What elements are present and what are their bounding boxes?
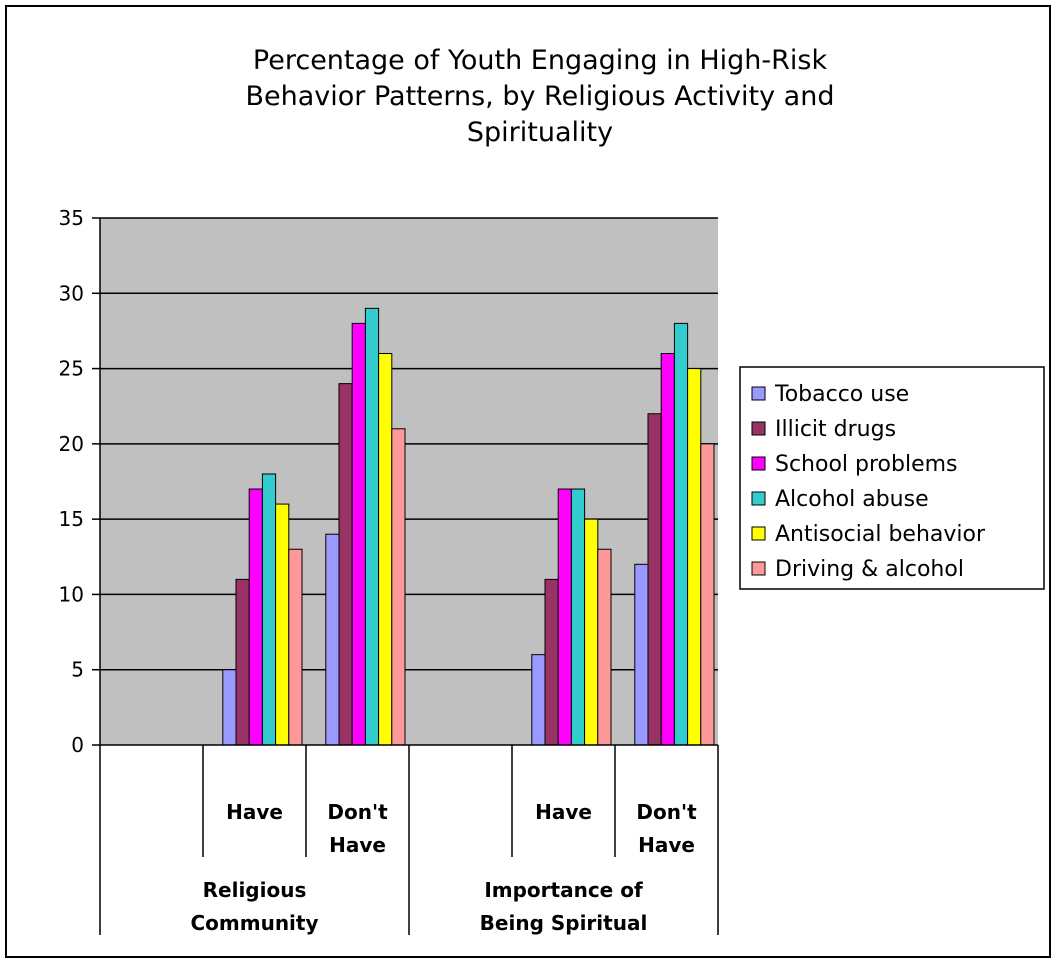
group-label: Importance of: [484, 878, 643, 902]
category-label: Have: [329, 833, 386, 857]
bar-driving-alcohol: [391, 428, 406, 746]
bar-tobacco-use: [634, 563, 649, 746]
bar-antisocial-behavior: [584, 518, 599, 746]
bar-antisocial-behavior: [687, 368, 702, 746]
bar-alcohol-abuse: [261, 473, 277, 746]
bar-school-problems: [557, 488, 572, 746]
legend-swatch: [751, 456, 766, 471]
chart-title-line: Behavior Patterns, by Religious Activity…: [246, 81, 835, 112]
chart-title-line: Percentage of Youth Engaging in High-Ris…: [253, 45, 828, 76]
bar-alcohol-abuse: [570, 488, 586, 746]
category-label: Don't: [636, 800, 697, 824]
legend-label: Driving & alcohol: [775, 557, 964, 582]
bar-driving-alcohol: [597, 548, 612, 746]
y-tick-labels: 0 5 10 15 20 25 30 35: [59, 206, 84, 757]
bar-alcohol-abuse: [673, 322, 689, 746]
bar-illicit-drugs: [338, 383, 353, 746]
group-label: Being Spiritual: [480, 911, 648, 935]
y-tick-label: 35: [59, 206, 84, 230]
y-tick-label: 5: [71, 658, 84, 682]
category-label: Don't: [327, 800, 388, 824]
y-tick-label: 15: [59, 507, 84, 531]
group-label: Religious: [203, 878, 307, 902]
bars: [222, 307, 715, 746]
bar-illicit-drugs: [544, 578, 559, 746]
bar-tobacco-use: [531, 654, 546, 746]
y-tick-label: 10: [59, 582, 84, 606]
chart-title-line: Spirituality: [467, 117, 613, 148]
legend-swatch: [751, 491, 766, 506]
bar-tobacco-use: [222, 669, 237, 746]
legend-box: [739, 366, 1045, 590]
category-label: Have: [535, 800, 592, 824]
bar-school-problems: [248, 488, 263, 746]
legend-swatch: [751, 386, 766, 401]
category-labels: Have Don't Have Have Don't Have Religious Commu…: [190, 800, 697, 935]
bar-alcohol-abuse: [364, 307, 380, 746]
y-tick-label: 20: [59, 432, 84, 456]
category-label: Have: [638, 833, 695, 857]
legend-label: Tobacco use: [774, 382, 909, 407]
legend-label: Illicit drugs: [775, 417, 896, 442]
axes: [92, 217, 719, 935]
legend-label: Alcohol abuse: [775, 487, 929, 512]
bar-school-problems: [660, 353, 675, 746]
legend-label: School problems: [775, 452, 958, 477]
bar-antisocial-behavior: [275, 503, 290, 746]
bar-driving-alcohol: [288, 548, 303, 746]
plot-area: [100, 218, 718, 745]
bar-driving-alcohol: [700, 443, 715, 746]
gridlines: [100, 217, 718, 671]
bar-illicit-drugs: [647, 413, 662, 746]
bar-antisocial-behavior: [378, 353, 393, 746]
group-label: Community: [190, 911, 318, 935]
legend: Tobacco use Illicit drugs School problems A…: [739, 366, 1045, 590]
bar-school-problems: [351, 322, 366, 746]
legend-swatch: [751, 526, 766, 541]
y-tick-label: 30: [59, 281, 84, 305]
legend-label: Antisocial behavior: [775, 522, 986, 547]
bar-illicit-drugs: [235, 578, 250, 746]
y-tick-label: 0: [71, 733, 84, 757]
y-tick-label: 25: [59, 357, 84, 381]
legend-swatch: [751, 421, 766, 436]
chart-title: Percentage of Youth Engaging in High-Ris…: [246, 45, 835, 148]
legend-swatch: [751, 561, 766, 576]
category-label: Have: [226, 800, 283, 824]
bar-tobacco-use: [325, 533, 340, 746]
